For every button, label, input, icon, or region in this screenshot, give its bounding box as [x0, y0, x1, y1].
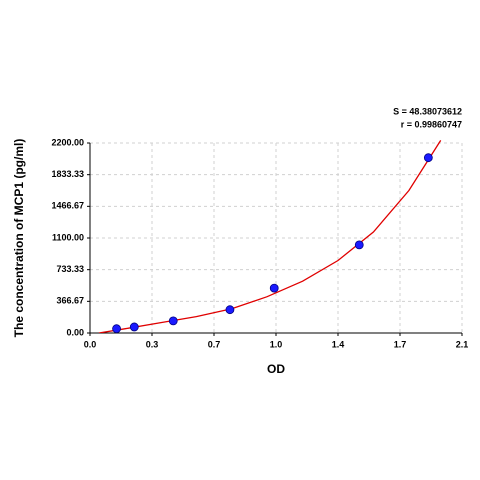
y-tick-label: 1100.00	[52, 232, 84, 242]
y-tick-label: 0.00	[66, 327, 84, 337]
x-tick-label: 1.7	[394, 339, 407, 349]
data-point	[354, 240, 364, 250]
fit-curve	[98, 140, 442, 333]
data-point	[225, 305, 235, 315]
y-tick-label: 733.33	[56, 264, 84, 274]
data-point	[129, 322, 139, 332]
y-tick-label: 2200.00	[51, 137, 84, 147]
x-tick-label: 1.0	[270, 339, 283, 349]
y-axis-label: The concentration of MCP1 (pg/ml)	[12, 139, 26, 338]
annotation: S = 48.38073612	[393, 106, 462, 116]
x-tick-label: 0.7	[208, 339, 221, 349]
y-tick-label: 1833.33	[51, 169, 84, 179]
data-point	[269, 283, 279, 293]
x-tick-label: 1.4	[332, 339, 345, 349]
data-point	[112, 324, 121, 334]
annotation: r = 0.99860747	[401, 119, 462, 129]
x-tick-label: 0.0	[84, 339, 97, 349]
y-tick-label: 366.67	[56, 296, 84, 306]
x-tick-label: 2.1	[456, 339, 469, 349]
x-tick-label: 0.3	[146, 339, 159, 349]
data-point	[168, 316, 178, 326]
y-tick-label: 1466.67	[51, 201, 84, 211]
x-axis-label: OD	[267, 362, 285, 376]
data-point	[423, 153, 433, 163]
